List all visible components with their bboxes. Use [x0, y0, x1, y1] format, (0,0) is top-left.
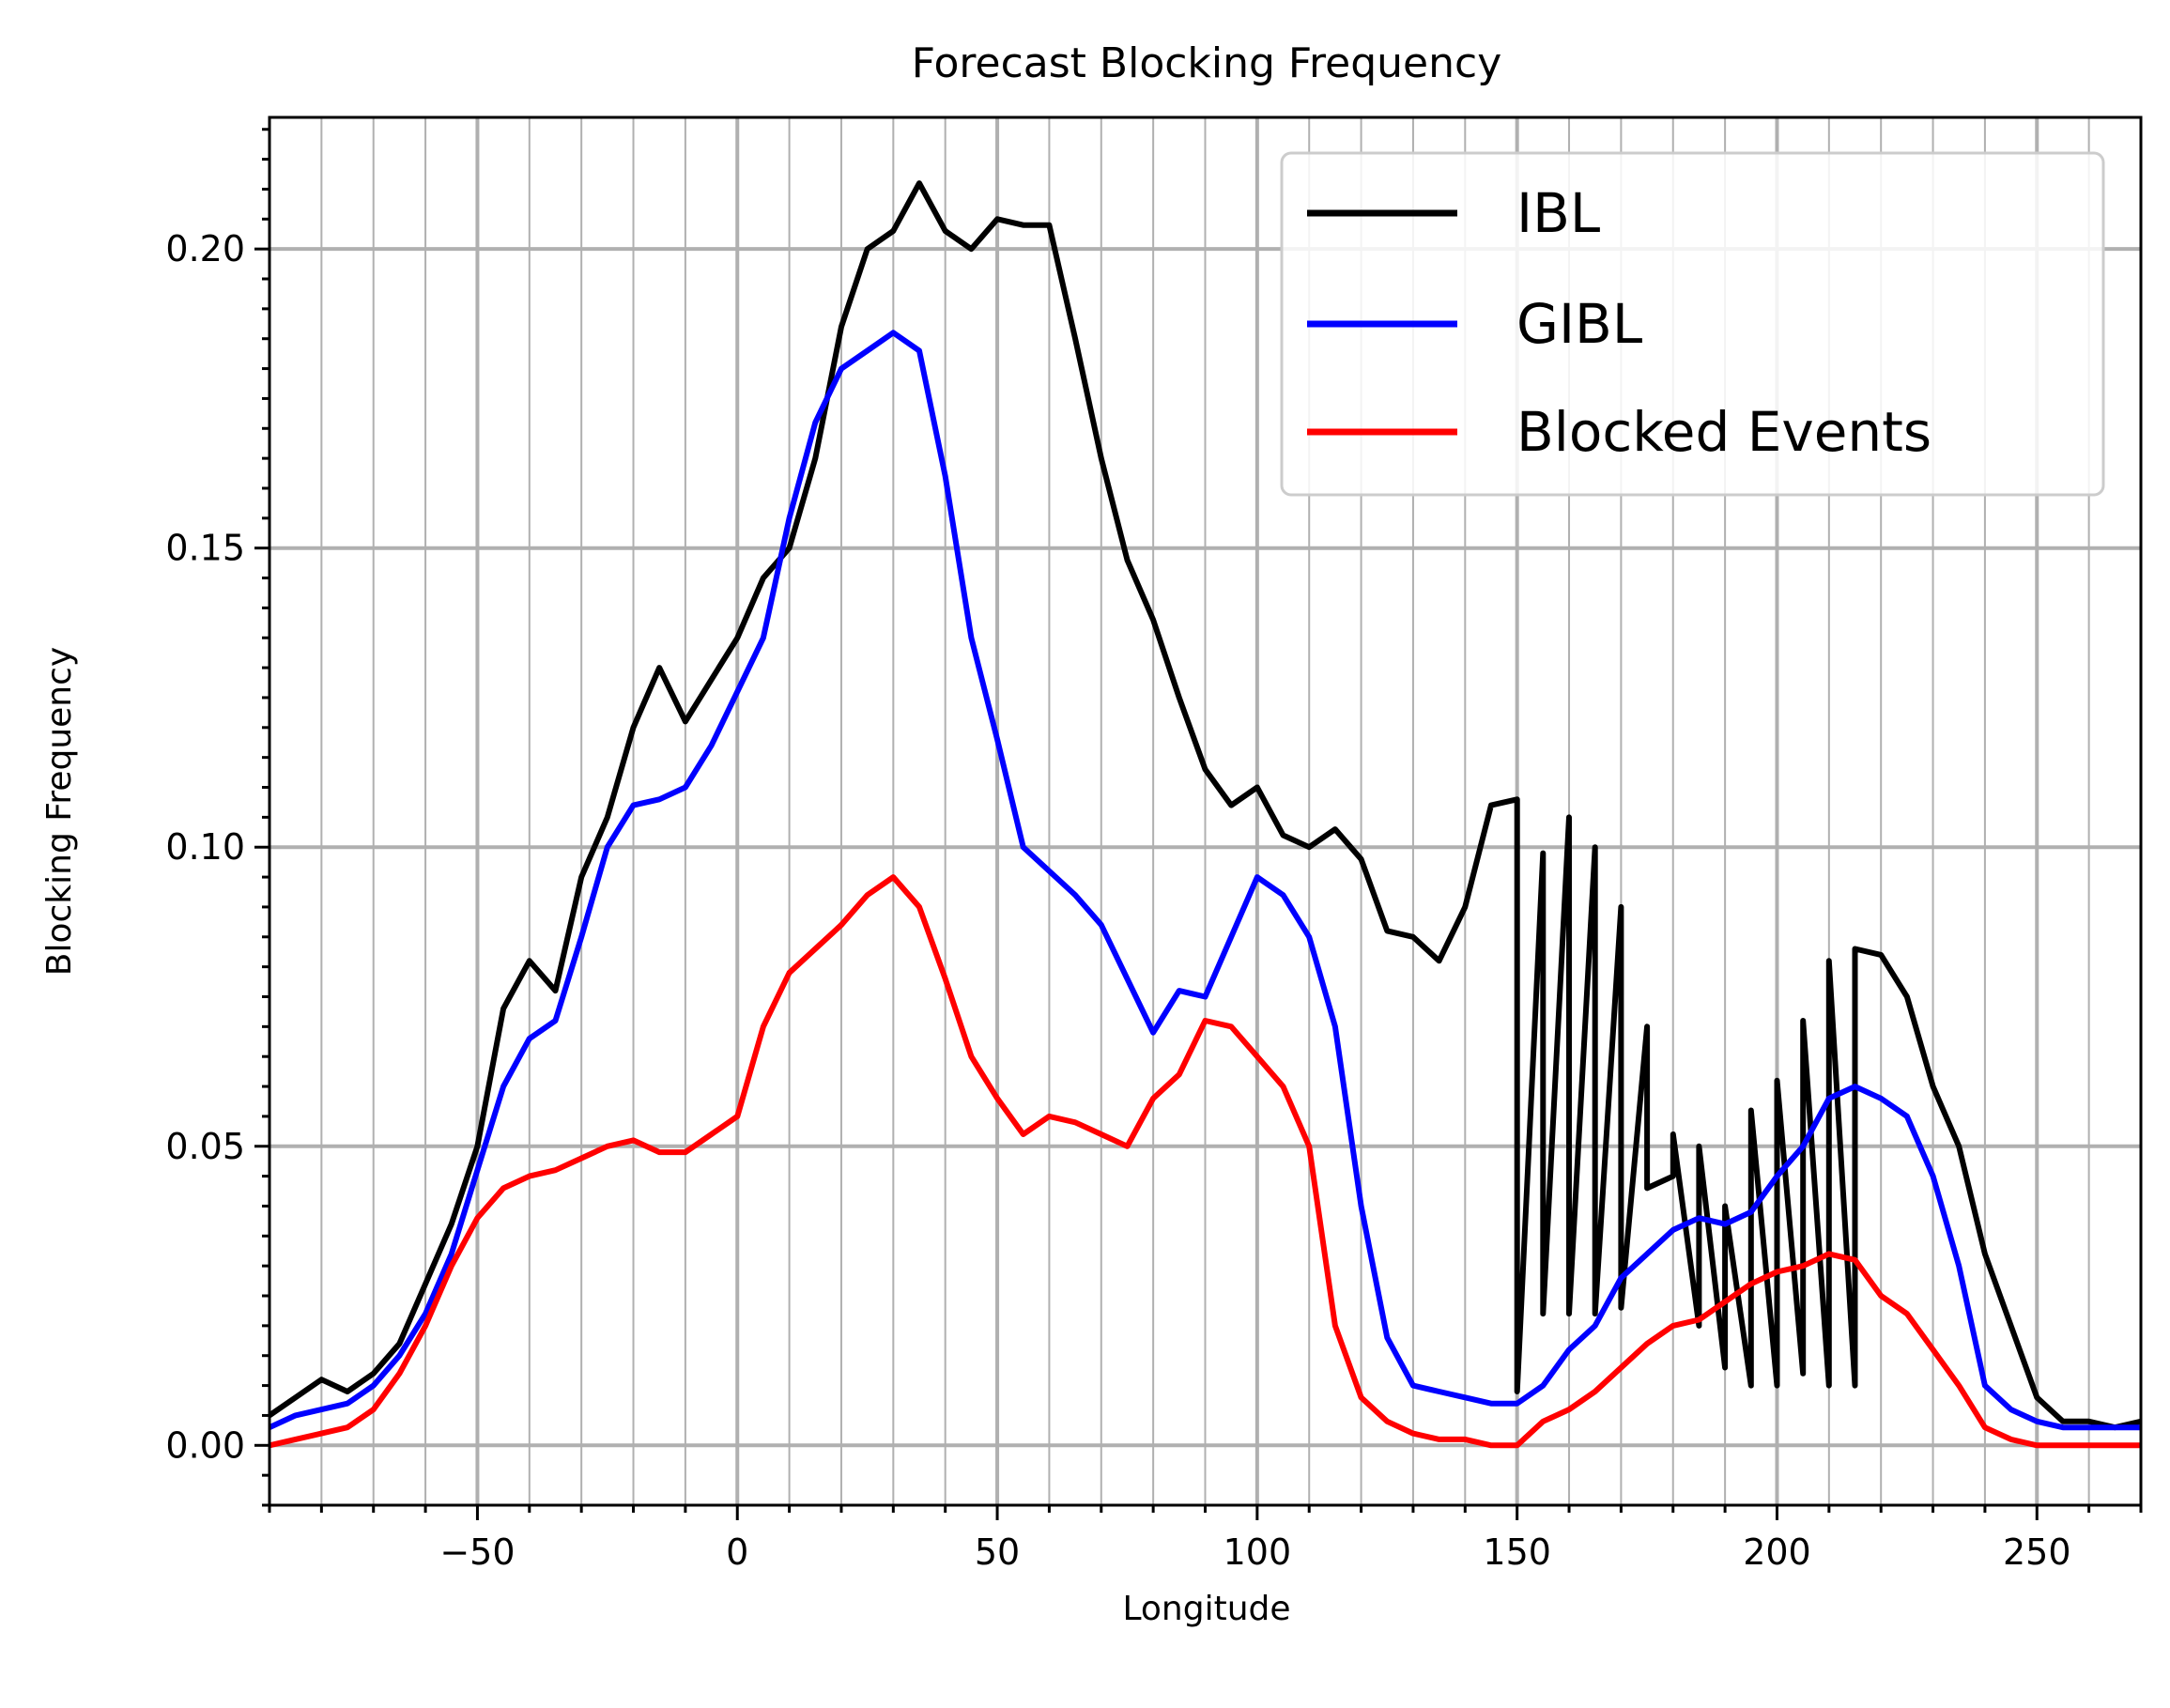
x-tick-label: 250: [2003, 1531, 2071, 1573]
legend: IBL GIBL Blocked Events: [1280, 151, 2105, 497]
y-tick-label: 0.05: [165, 1126, 245, 1167]
y-tick-label: 0.00: [165, 1424, 245, 1466]
legend-box: [1280, 151, 2105, 497]
y-axis: 0.00 0.05 0.10 0.15 0.20: [165, 128, 269, 1507]
legend-label-blocked-events: Blocked Events: [1516, 400, 1931, 464]
y-axis-label: Blocking Frequency: [40, 647, 79, 976]
y-tick-label: 0.15: [165, 528, 245, 569]
x-tick-label: −50: [439, 1531, 515, 1573]
x-tick-label: 50: [975, 1531, 1020, 1573]
legend-label-gibl: GIBL: [1516, 292, 1642, 356]
series-line-blocked-events: [269, 874, 2141, 1449]
x-tick-label: 0: [726, 1531, 748, 1573]
x-tick-label: 100: [1224, 1531, 1292, 1573]
y-tick-label: 0.20: [165, 228, 245, 269]
x-axis: −50 0 50 100 150 200 250: [268, 1505, 2143, 1573]
x-axis-label: Longitude: [1122, 1590, 1290, 1628]
series-line-ibl: [269, 180, 2141, 1431]
x-tick-label: 200: [1743, 1531, 1811, 1573]
plot-series: [269, 180, 2141, 1449]
legend-label-ibl: IBL: [1516, 181, 1600, 245]
x-tick-label: 150: [1483, 1531, 1551, 1573]
y-tick-label: 0.10: [165, 826, 245, 868]
series-line-gibl: [269, 330, 2141, 1431]
chart-title: Forecast Blocking Frequency: [912, 39, 1502, 87]
minor-grid: [269, 117, 2142, 1505]
